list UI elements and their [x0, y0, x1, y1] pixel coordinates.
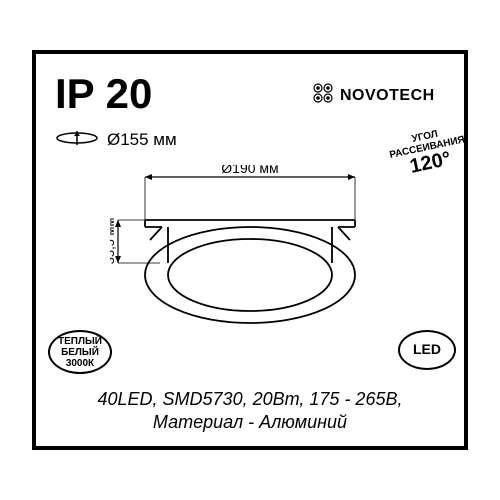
svg-text:Ø190 мм: Ø190 мм: [221, 165, 278, 176]
badge-warm-line3: 3000К: [66, 358, 94, 369]
badge-warm-line1: ТЕПЛЫЙ: [58, 336, 102, 347]
led-badge: LED: [398, 330, 456, 370]
spec-line-2: Материал - Алюминий: [0, 411, 500, 434]
spec-line-1: 40LED, SMD5730, 20Вт, 175 - 265В,: [0, 388, 500, 411]
cutout-dimension-row: Ø155 мм: [55, 130, 177, 150]
cutout-icon: [55, 131, 99, 150]
technical-drawing: Ø190 мм 35,5 мм: [110, 165, 390, 335]
svg-text:35,5 мм: 35,5 мм: [110, 218, 117, 265]
ip-rating: IP 20: [55, 70, 152, 118]
badge-led-text: LED: [413, 342, 441, 357]
logo-icon: [310, 80, 336, 111]
canvas: IP 20 NOVOTECH: [0, 0, 500, 500]
badge-warm-line2: БЕЛЫЙ: [61, 347, 99, 358]
spec-text: 40LED, SMD5730, 20Вт, 175 - 265В, Матери…: [0, 388, 500, 435]
color-temp-badge: ТЕПЛЫЙ БЕЛЫЙ 3000К: [48, 330, 112, 374]
cutout-diameter: Ø155 мм: [107, 130, 177, 150]
brand-name: NOVOTECH: [340, 87, 435, 105]
brand-logo: NOVOTECH: [310, 80, 435, 111]
